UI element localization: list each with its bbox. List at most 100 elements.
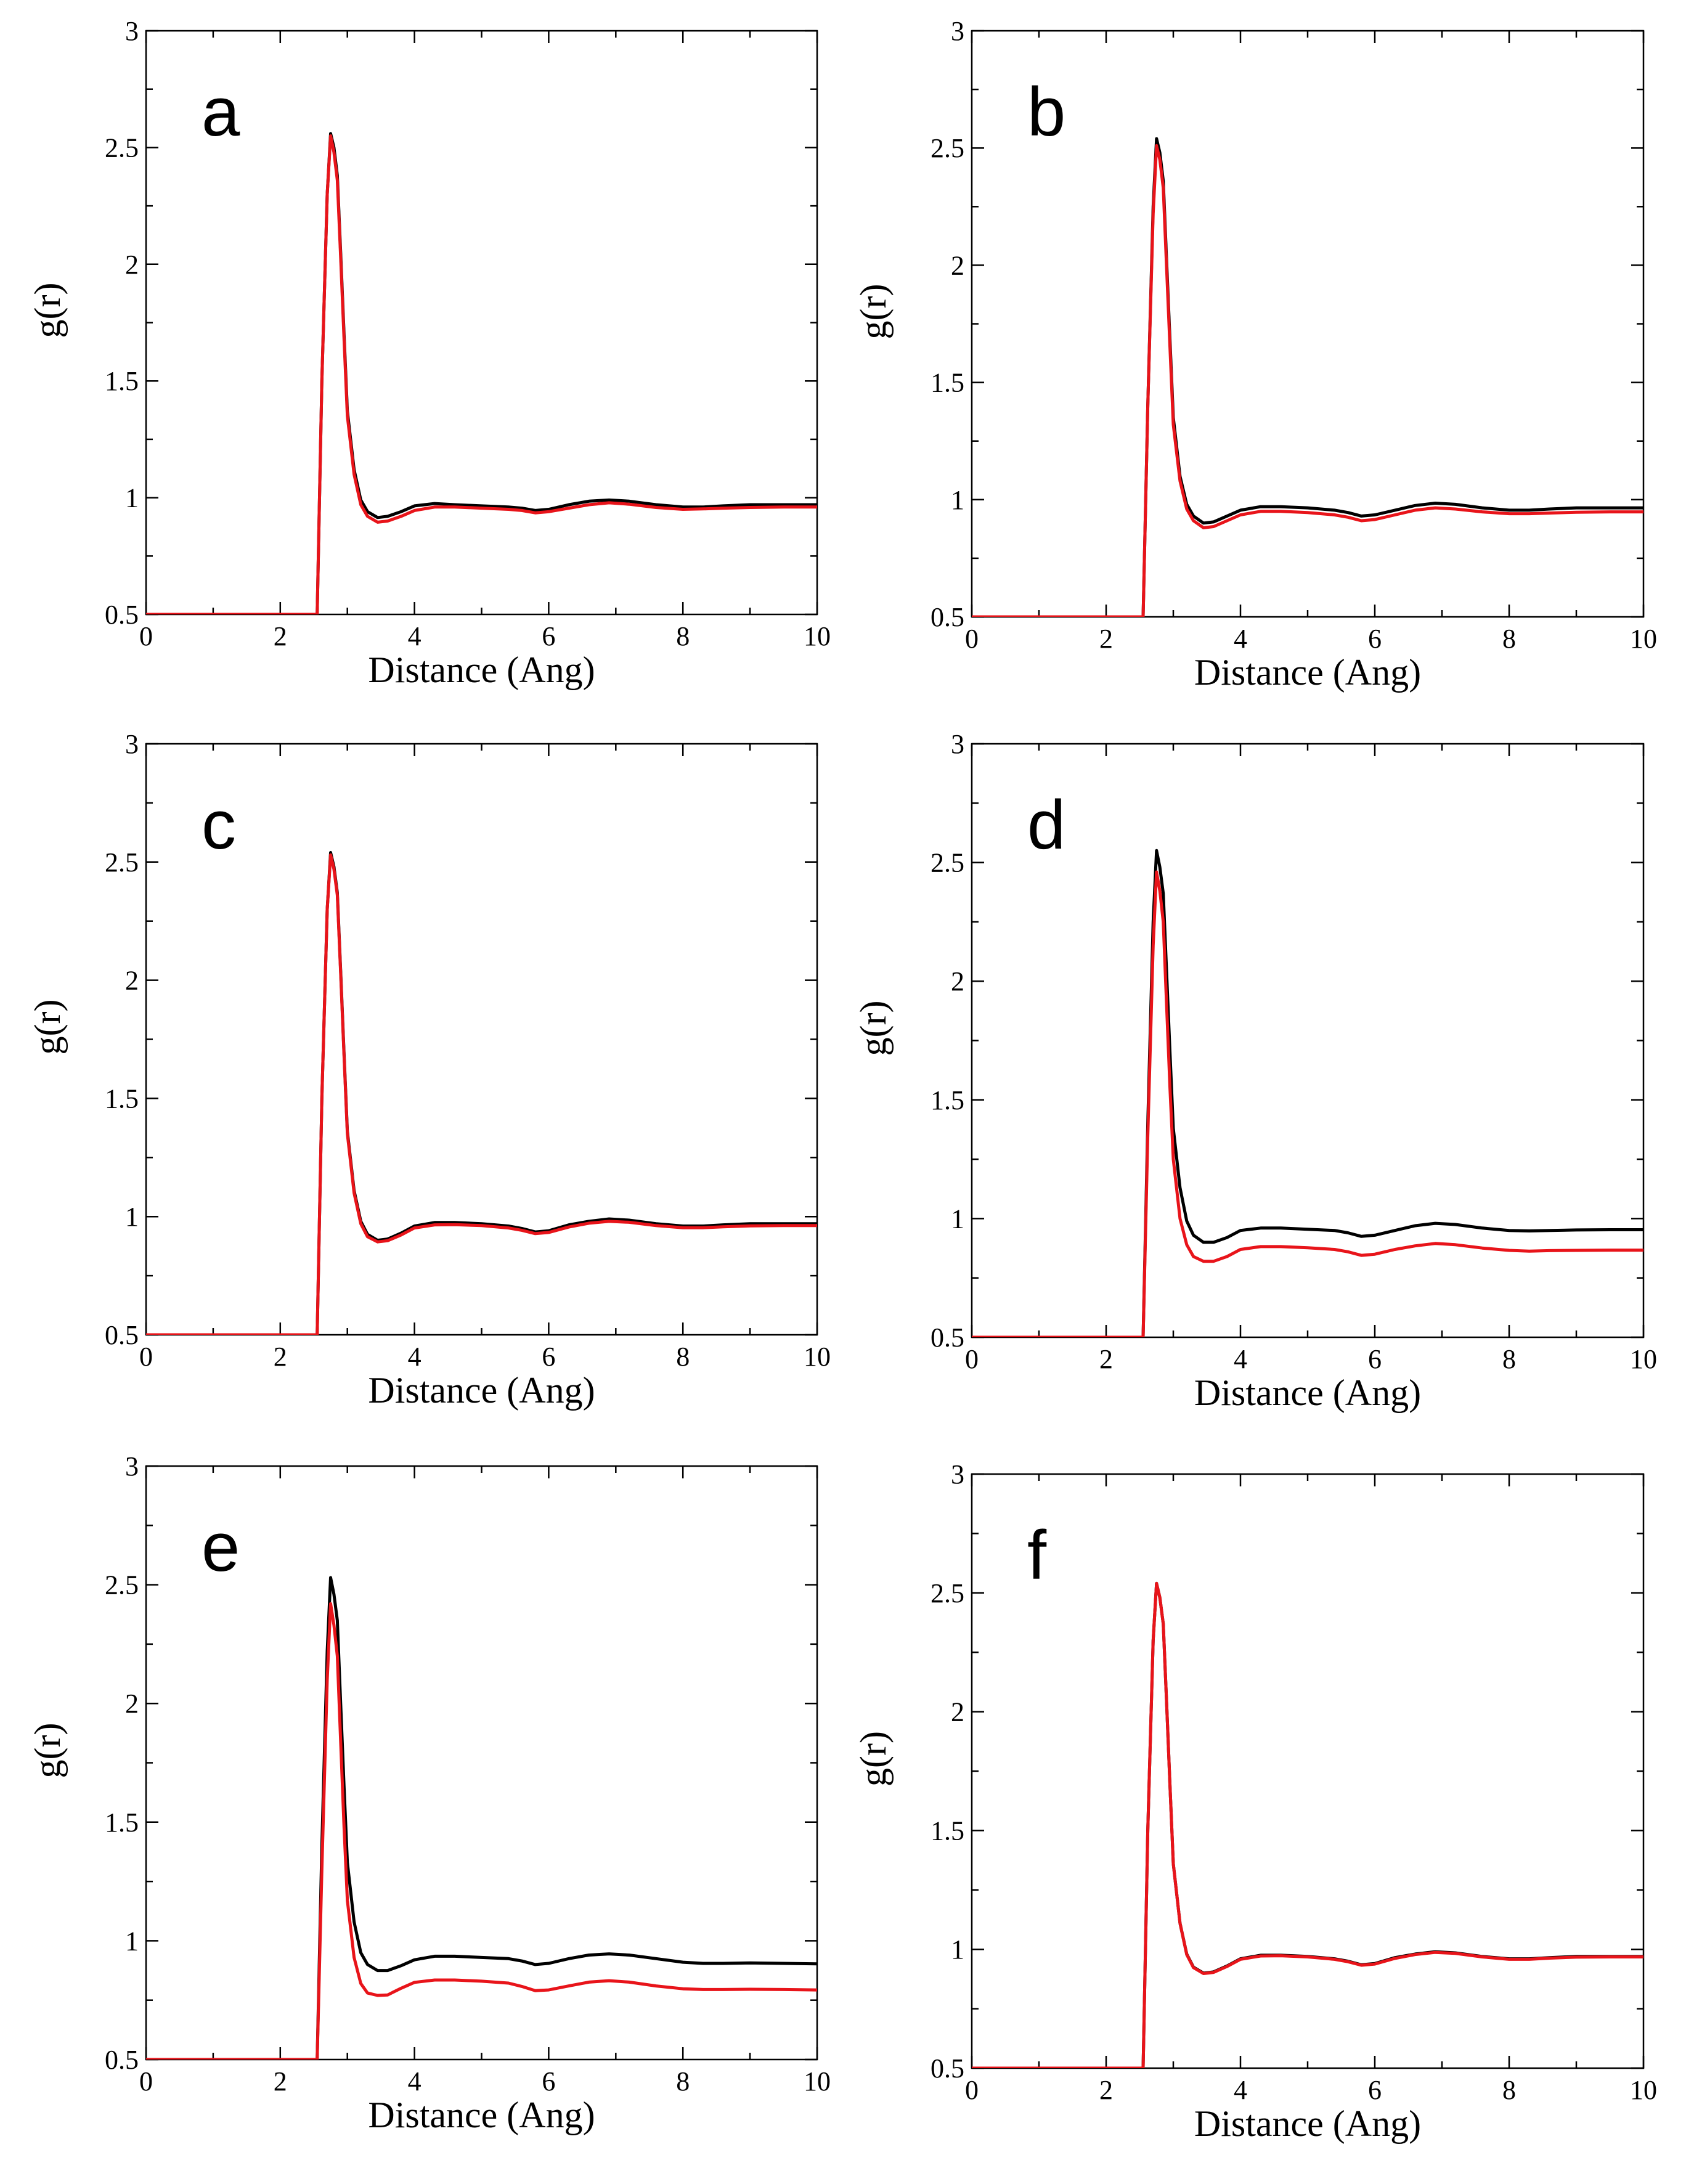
y-tick-label: 2.5 bbox=[105, 847, 139, 878]
chart-panel-e: 0 2 4 6 8 10 0.5 1 1.5 2 2.5 3 Distance (Ang) g(r) e bbox=[27, 1451, 831, 2135]
x-tick-label: 6 bbox=[542, 621, 555, 651]
series-line-series_2 bbox=[146, 1602, 817, 2060]
x-tick-label: 4 bbox=[1234, 2075, 1247, 2105]
y-tick-label: 2.5 bbox=[931, 1578, 964, 1608]
y-tick-label: 2 bbox=[951, 1697, 964, 1727]
x-tick-label: 2 bbox=[274, 2066, 287, 2096]
x-tick-label: 2 bbox=[1099, 2075, 1113, 2105]
y-tick-label: 1.5 bbox=[105, 366, 139, 396]
x-tick-label: 8 bbox=[1502, 624, 1516, 654]
chart-panel-f: 0 2 4 6 8 10 0.5 1 1.5 2 2.5 3 Distance (Ang) g(r) f bbox=[853, 1459, 1657, 2144]
y-tick-label: 3 bbox=[125, 1451, 139, 1481]
y-tick-label: 1.5 bbox=[105, 1807, 139, 1838]
y-tick-label: 3 bbox=[125, 729, 139, 759]
series-line-series_1 bbox=[146, 1576, 817, 2060]
x-tick-label: 10 bbox=[1630, 624, 1657, 654]
x-axis-title: Distance (Ang) bbox=[1194, 1372, 1421, 1413]
y-tick-label: 1 bbox=[125, 1926, 139, 1956]
x-tick-label: 2 bbox=[274, 1342, 287, 1372]
series-line-series_1 bbox=[972, 1581, 1643, 2068]
y-axis-title: g(r) bbox=[853, 284, 894, 340]
y-tick-label: 2 bbox=[951, 966, 964, 996]
x-tick-label: 8 bbox=[676, 1342, 690, 1372]
y-tick-label: 2.5 bbox=[105, 132, 139, 163]
y-tick-label: 0.5 bbox=[105, 600, 139, 630]
x-tick-label: 10 bbox=[804, 621, 831, 651]
plot-frame bbox=[145, 30, 818, 616]
series-line-series_2 bbox=[972, 1581, 1643, 2068]
y-tick-label: 3 bbox=[125, 16, 139, 46]
panel-letter: c bbox=[202, 786, 236, 863]
y-tick-label: 1 bbox=[951, 1204, 964, 1234]
x-tick-label: 4 bbox=[408, 2066, 422, 2096]
x-tick-label: 8 bbox=[1502, 1344, 1516, 1374]
x-tick-label: 0 bbox=[139, 1342, 153, 1372]
y-tick-label: 1 bbox=[951, 1934, 964, 1965]
x-tick-label: 10 bbox=[1630, 1344, 1657, 1374]
x-tick-label: 6 bbox=[542, 1342, 555, 1372]
y-tick-label: 2 bbox=[125, 1689, 139, 1719]
x-tick-label: 6 bbox=[1368, 2075, 1382, 2105]
x-tick-label: 4 bbox=[408, 1342, 422, 1372]
y-tick-label: 1.5 bbox=[105, 1083, 139, 1114]
y-tick-label: 0.5 bbox=[931, 602, 964, 632]
x-axis-title: Distance (Ang) bbox=[368, 1370, 595, 1411]
y-axis-title: g(r) bbox=[853, 1001, 894, 1056]
y-tick-label: 2.5 bbox=[105, 1570, 139, 1600]
x-tick-label: 6 bbox=[1368, 624, 1382, 654]
series-line-series_2 bbox=[972, 870, 1643, 1337]
y-axis-title: g(r) bbox=[27, 1000, 68, 1055]
y-tick-label: 2 bbox=[125, 966, 139, 996]
panel-letter: b bbox=[1027, 73, 1065, 150]
y-tick-label: 0.5 bbox=[931, 2053, 964, 2084]
x-tick-label: 4 bbox=[1234, 1344, 1247, 1374]
y-axis-title: g(r) bbox=[853, 1731, 894, 1787]
x-tick-label: 0 bbox=[139, 2066, 153, 2096]
y-tick-label: 0.5 bbox=[931, 1322, 964, 1353]
series-line-series_2 bbox=[972, 144, 1643, 617]
y-tick-label: 2 bbox=[125, 250, 139, 280]
series-line-series_1 bbox=[146, 851, 817, 1335]
x-tick-label: 6 bbox=[542, 2066, 555, 2096]
x-tick-label: 10 bbox=[804, 2066, 831, 2096]
series-line-series_1 bbox=[146, 132, 817, 614]
x-tick-label: 0 bbox=[139, 621, 153, 651]
x-axis-title: Distance (Ang) bbox=[368, 650, 595, 690]
series-line-series_2 bbox=[146, 134, 817, 614]
plot-frame bbox=[971, 30, 1645, 618]
x-tick-label: 8 bbox=[676, 2066, 690, 2096]
x-tick-label: 4 bbox=[1234, 624, 1247, 654]
chart-panel-d: 0 2 4 6 8 10 0.5 1 1.5 2 2.5 3 Distance (Ang) g(r) d bbox=[853, 729, 1657, 1413]
x-tick-label: 0 bbox=[965, 1344, 979, 1374]
panel-letter: d bbox=[1027, 786, 1065, 863]
y-tick-label: 1.5 bbox=[931, 1815, 964, 1846]
y-tick-label: 3 bbox=[951, 16, 964, 46]
panel-letter: e bbox=[202, 1509, 240, 1586]
y-tick-label: 3 bbox=[951, 1459, 964, 1489]
x-tick-label: 10 bbox=[1630, 2075, 1657, 2105]
y-axis-title: g(r) bbox=[27, 283, 68, 338]
y-tick-label: 1.5 bbox=[931, 1085, 964, 1115]
y-tick-label: 1 bbox=[125, 483, 139, 513]
chart-panel-a: 0 2 4 6 8 10 0.5 1 1.5 2 2.5 3 Distance (Ang) g(r) a bbox=[27, 16, 831, 690]
plot-frame bbox=[145, 743, 818, 1336]
y-tick-label: 2.5 bbox=[931, 848, 964, 878]
x-tick-label: 2 bbox=[274, 621, 287, 651]
x-tick-label: 4 bbox=[408, 621, 422, 651]
y-tick-label: 3 bbox=[951, 729, 964, 759]
y-tick-label: 1 bbox=[125, 1202, 139, 1232]
y-tick-label: 1.5 bbox=[931, 368, 964, 398]
y-tick-label: 0.5 bbox=[105, 2045, 139, 2075]
x-tick-label: 8 bbox=[676, 621, 690, 651]
x-tick-label: 0 bbox=[965, 624, 979, 654]
chart-panel-b: 0 2 4 6 8 10 0.5 1 1.5 2 2.5 3 Distance (Ang) g(r) b bbox=[853, 16, 1657, 693]
panel-letter: a bbox=[202, 73, 240, 150]
x-axis-title: Distance (Ang) bbox=[368, 2095, 595, 2135]
x-tick-label: 0 bbox=[965, 2075, 979, 2105]
x-tick-label: 6 bbox=[1368, 1344, 1382, 1374]
panel-letter: f bbox=[1027, 1517, 1047, 1594]
series-line-series_1 bbox=[972, 849, 1643, 1337]
x-tick-label: 10 bbox=[804, 1342, 831, 1372]
y-axis-title: g(r) bbox=[27, 1723, 68, 1779]
